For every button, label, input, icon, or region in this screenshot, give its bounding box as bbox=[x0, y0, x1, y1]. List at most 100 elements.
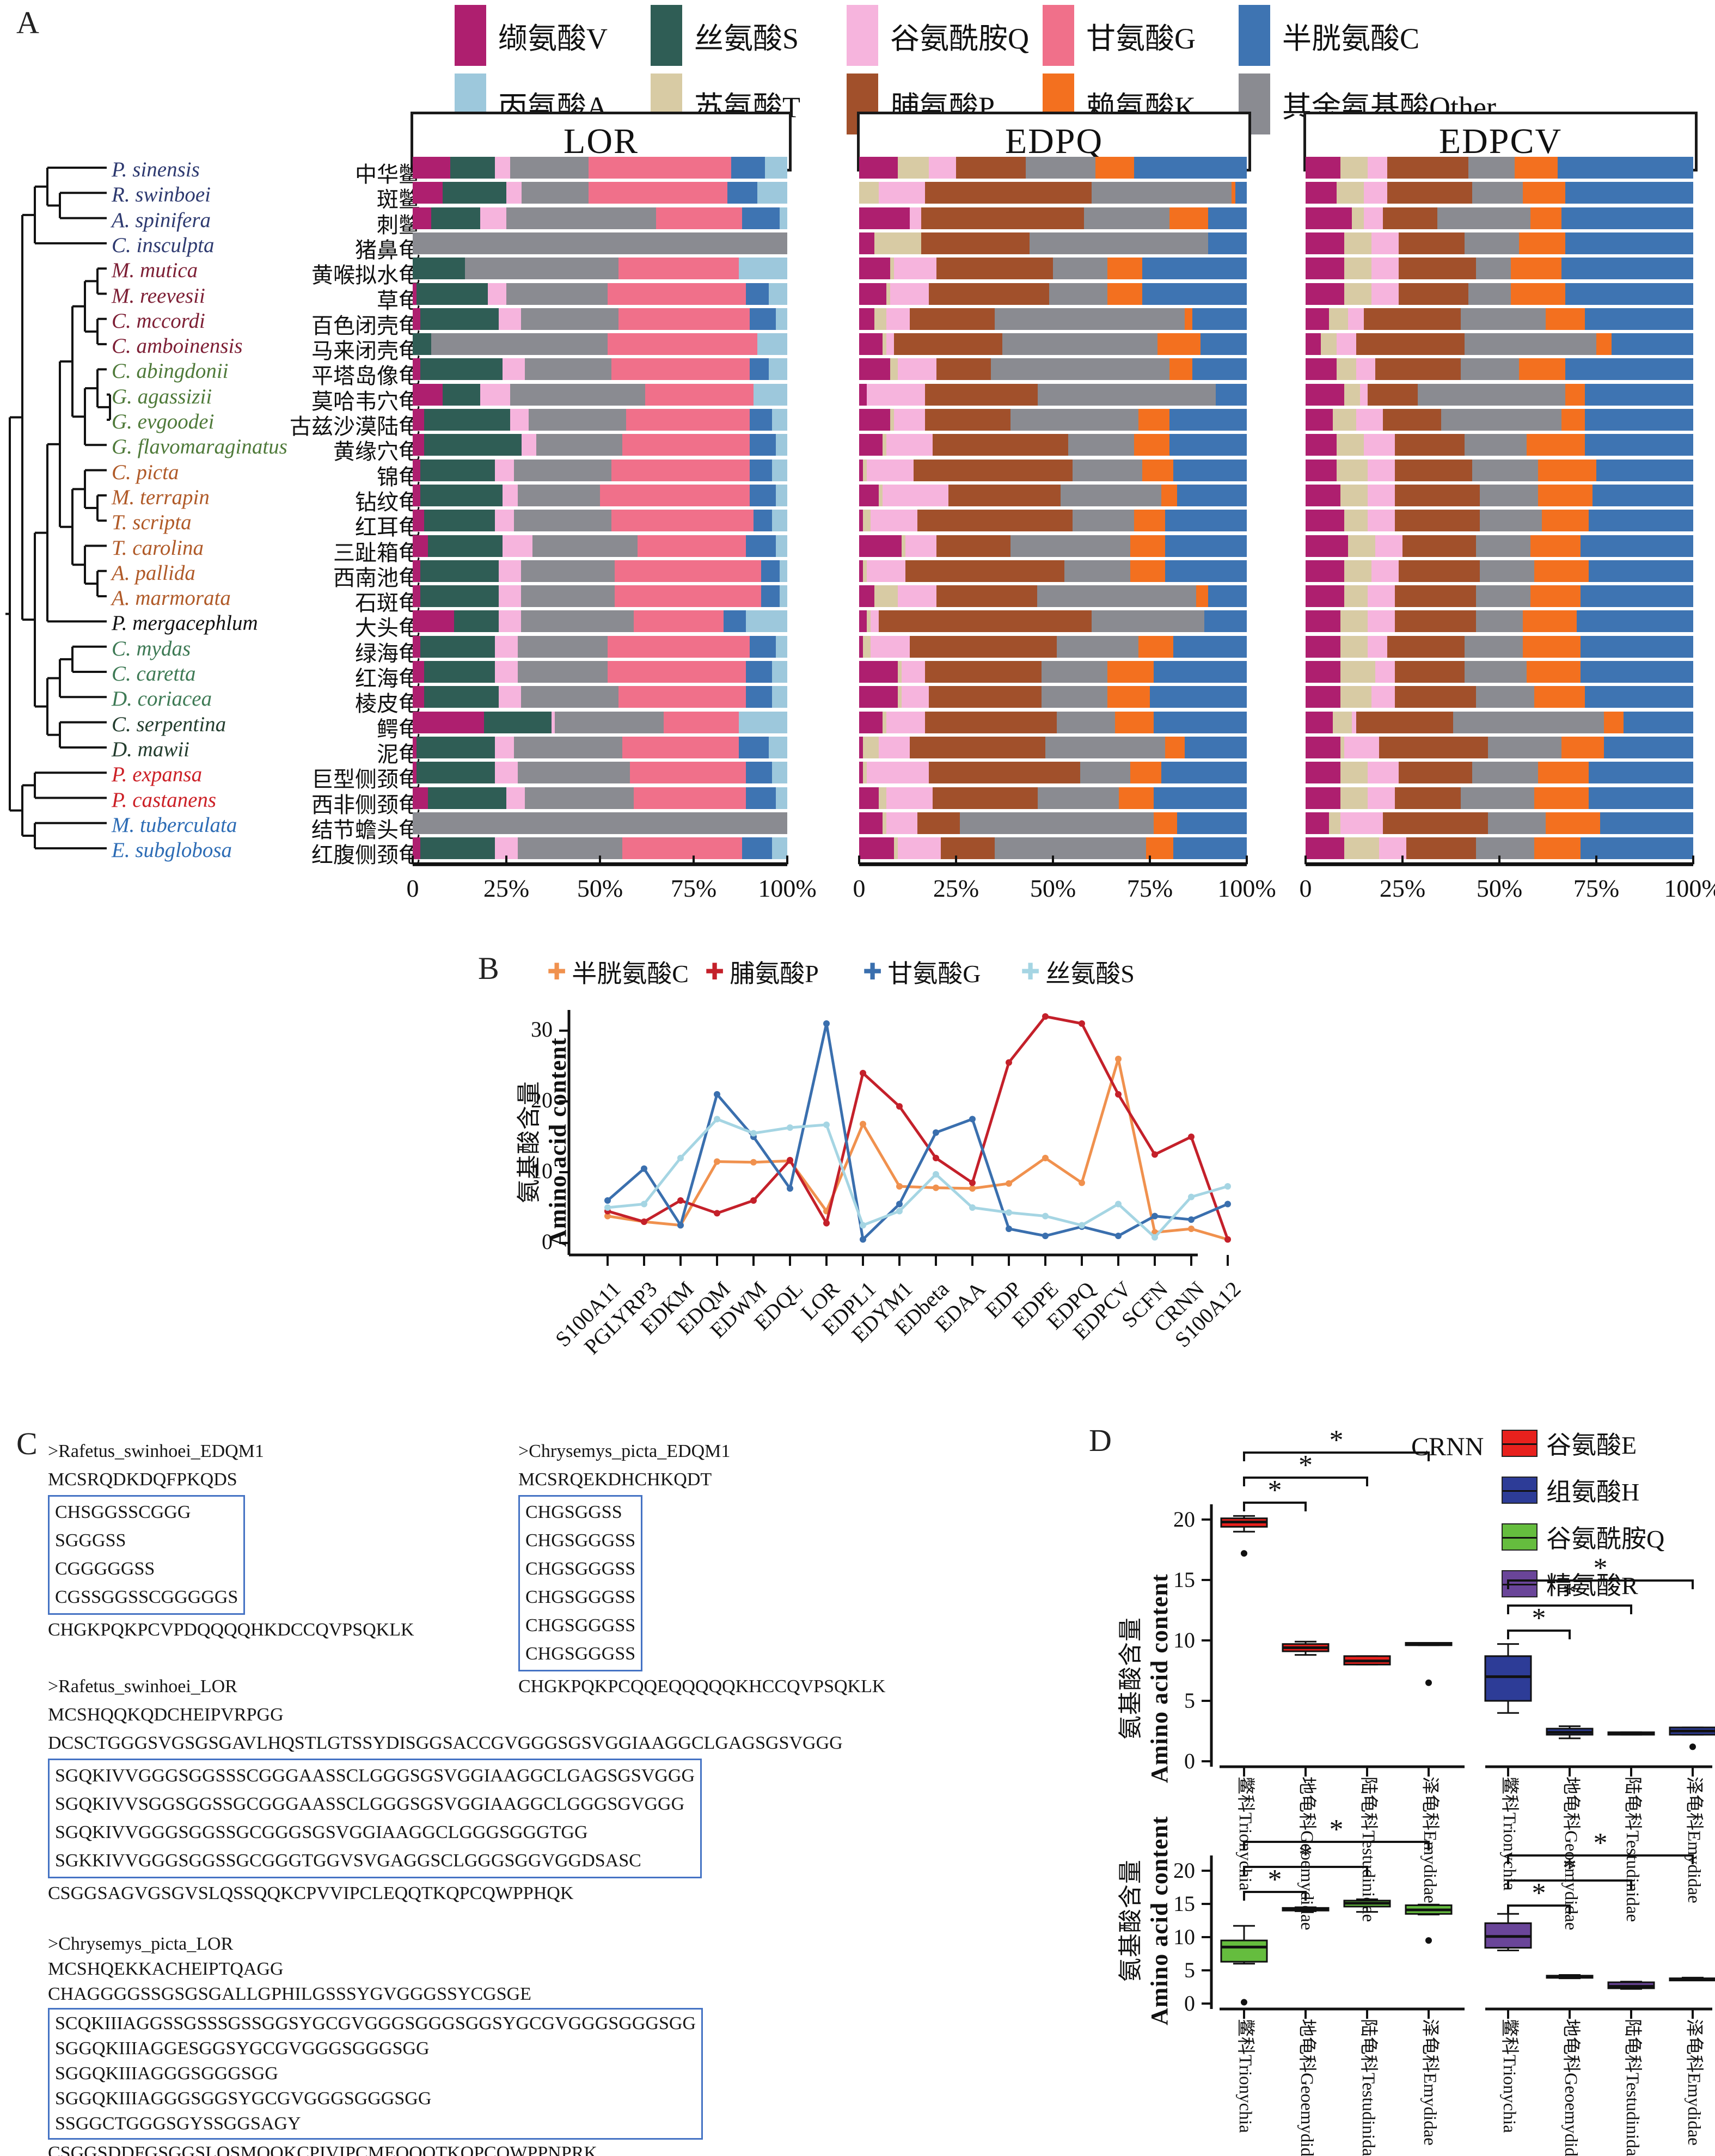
bar-edpq bbox=[859, 560, 1247, 582]
data-point bbox=[896, 1183, 903, 1190]
bar-segment-Q bbox=[867, 762, 929, 784]
data-point bbox=[823, 1020, 830, 1027]
bar-segment-T bbox=[898, 661, 902, 683]
bar-segment-Q bbox=[1367, 787, 1395, 809]
sig-star: * bbox=[1532, 1603, 1546, 1634]
bar-edpcv bbox=[1306, 535, 1693, 557]
sig-star: * bbox=[1532, 1878, 1546, 1909]
bar-segment-T bbox=[1352, 207, 1364, 229]
pct-tick-label: 0 bbox=[853, 874, 866, 903]
bar-segment-C bbox=[1588, 510, 1693, 532]
legend-item-C: 半胱氨酸C bbox=[1239, 3, 1419, 68]
data-point bbox=[641, 1218, 647, 1225]
species-latin: D. mawii bbox=[112, 737, 190, 761]
bar-segment-Q bbox=[867, 560, 906, 582]
bar-segment-T bbox=[863, 736, 879, 758]
data-point bbox=[1042, 1013, 1049, 1020]
bar-lor bbox=[413, 434, 787, 456]
sig-star: * bbox=[1330, 1814, 1344, 1845]
bar-segment-C bbox=[750, 409, 773, 431]
bar-segment-Q bbox=[898, 837, 941, 860]
species-cn: 大头龟 bbox=[355, 616, 420, 641]
bar-lor bbox=[413, 585, 787, 608]
bar-segment-K bbox=[1538, 484, 1592, 506]
bar-segment-G bbox=[622, 434, 750, 456]
bar-segment-P bbox=[1363, 308, 1461, 330]
data-point bbox=[1079, 1222, 1085, 1229]
bar-segment-K bbox=[1534, 560, 1589, 582]
data-point bbox=[1115, 1056, 1122, 1062]
bar-segment-P bbox=[1394, 434, 1465, 456]
bar-segment-T bbox=[1340, 787, 1368, 809]
bar-segment-Other bbox=[1472, 459, 1539, 481]
bar-segment-C bbox=[746, 283, 769, 305]
bar-segment-S bbox=[424, 686, 499, 708]
bar-segment-Other bbox=[1037, 787, 1119, 809]
bar-segment-A bbox=[772, 837, 787, 860]
bar-segment-V bbox=[1306, 358, 1337, 381]
bar-segment-C bbox=[1142, 258, 1247, 280]
bar-segment-T bbox=[1348, 535, 1376, 557]
sig-bracket bbox=[1243, 1866, 1368, 1876]
bar-segment-V bbox=[413, 837, 420, 860]
bar-segment-Q bbox=[510, 409, 529, 431]
bar-segment-C bbox=[742, 837, 773, 860]
bar-segment-Q bbox=[886, 308, 910, 330]
bar-segment-S bbox=[420, 484, 503, 506]
species-latin: P. sinensis bbox=[112, 158, 200, 181]
bar-edpq bbox=[859, 308, 1247, 330]
bar-segment-Other bbox=[1002, 333, 1158, 356]
bar-segment-S bbox=[427, 535, 503, 557]
bar-segment-V bbox=[1306, 207, 1352, 229]
bar-segment-K bbox=[1107, 283, 1142, 305]
bar-segment-P bbox=[1356, 333, 1465, 356]
bar-segment-G bbox=[618, 308, 750, 330]
bar-segment-Q bbox=[886, 333, 895, 356]
bar-segment-G bbox=[622, 736, 739, 758]
bar-edpcv bbox=[1306, 207, 1693, 229]
bar-segment-A bbox=[776, 484, 787, 506]
b-ytick: 20 bbox=[531, 1088, 553, 1112]
data-point bbox=[896, 1200, 903, 1208]
sequence-line: CHAGGGGSSGSGSGALLGPHILGSSSYGVGGGSSYCGSGE bbox=[48, 1984, 531, 2004]
bar-segment-V bbox=[1306, 510, 1345, 532]
bar-segment-A bbox=[776, 635, 787, 658]
bar-segment-Other bbox=[1068, 434, 1135, 456]
bar-segment-V bbox=[413, 635, 420, 658]
bar-lor bbox=[413, 308, 787, 330]
species-latin: A. pallida bbox=[112, 561, 195, 585]
bar-segment-Other bbox=[1487, 736, 1561, 758]
bar-segment-G bbox=[615, 560, 761, 582]
bar-segment-V bbox=[859, 661, 898, 683]
legend-d-median bbox=[1503, 1584, 1536, 1585]
bar-segment-C bbox=[750, 459, 773, 481]
bar-segment-V bbox=[413, 182, 443, 204]
bar-segment-Other bbox=[413, 232, 787, 254]
species-cn: 西南池龟 bbox=[333, 565, 420, 590]
species-latin: C. serpentina bbox=[112, 712, 226, 736]
data-point bbox=[933, 1155, 939, 1161]
bar-edpq bbox=[859, 258, 1247, 280]
bar-segment-C bbox=[738, 736, 769, 758]
bar-segment-T bbox=[1328, 308, 1349, 330]
bar-segment-Other bbox=[1480, 484, 1539, 506]
bar-segment-P bbox=[1383, 812, 1488, 834]
bar-lor bbox=[413, 837, 787, 860]
bar-segment-Q bbox=[495, 459, 514, 481]
bar-segment-Q bbox=[905, 535, 937, 557]
bar-segment-C bbox=[1142, 283, 1247, 305]
species-cn: 猪鼻龟 bbox=[355, 237, 420, 262]
bar-segment-Other bbox=[1468, 157, 1515, 179]
species-cn: 石斑龟 bbox=[355, 591, 420, 616]
legend-label: 缬氨酸V bbox=[498, 22, 608, 55]
legend-d-label: 谷氨酰胺Q bbox=[1546, 1525, 1665, 1553]
bar-segment-A bbox=[772, 661, 787, 683]
bar-segment-V bbox=[859, 157, 898, 179]
bar-segment-P bbox=[1379, 736, 1488, 758]
bar-segment-P bbox=[909, 736, 1045, 758]
d-ytick: 10 bbox=[1173, 1628, 1195, 1652]
bar-segment-T bbox=[898, 157, 929, 179]
species-cn: 巨型侧颈龟 bbox=[311, 767, 420, 792]
bar-segment-V bbox=[859, 762, 863, 784]
bar-segment-Other bbox=[1460, 358, 1519, 381]
